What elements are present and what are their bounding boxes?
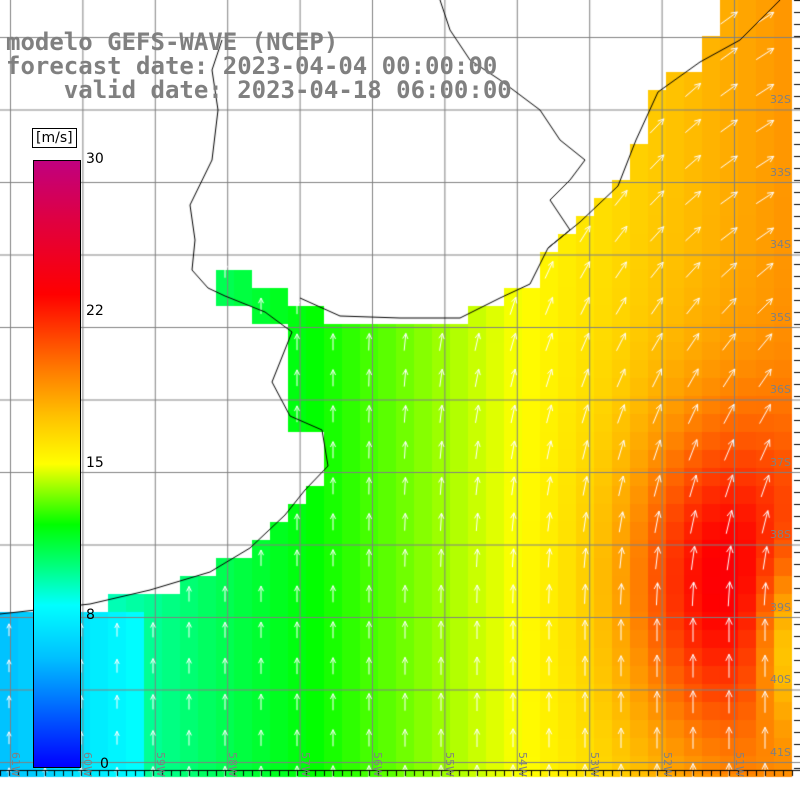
colorbar-label: 15 xyxy=(86,455,104,471)
longitude-label: 51W xyxy=(733,752,746,777)
longitude-label: 56W xyxy=(371,752,384,777)
colorbar-label: 30 xyxy=(86,151,104,167)
latitude-label: 40S xyxy=(770,673,791,686)
latitude-label: 33S xyxy=(770,165,791,179)
title-model: modelo GEFS-WAVE (NCEP) xyxy=(6,28,339,56)
longitude-label: 59W xyxy=(153,752,167,777)
colorbar-label: 0 xyxy=(100,756,109,772)
latitude-label: 35S xyxy=(770,310,791,324)
colorbar-label: 8 xyxy=(86,607,95,623)
colorbar-unit: [m/s] xyxy=(32,128,77,148)
latitude-label: 41S xyxy=(770,745,791,759)
longitude-label: 55W xyxy=(443,752,457,777)
longitude-label: 53W xyxy=(588,752,602,777)
longitude-label: 58W xyxy=(226,752,240,777)
latitude-label: 37S xyxy=(770,455,791,469)
latitude-label: 38S xyxy=(770,528,791,541)
longitude-label: 60W xyxy=(81,752,95,777)
latitude-label: 32S xyxy=(770,93,791,106)
latitude-label: 34S xyxy=(770,238,791,251)
title-valid-date: valid date: 2023-04-18 06:00:00 xyxy=(6,76,512,104)
latitude-label: 36S xyxy=(770,383,791,396)
latitude-label: 39S xyxy=(770,600,791,614)
longitude-label: 52W xyxy=(660,752,674,777)
colorbar xyxy=(33,160,81,768)
longitude-label: 61W xyxy=(9,752,22,777)
colorbar-label: 22 xyxy=(86,303,104,319)
title-forecast-date: forecast date: 2023-04-04 00:00:00 xyxy=(6,52,498,80)
longitude-label: 57W xyxy=(298,752,312,777)
longitude-label: 54W xyxy=(515,752,529,777)
